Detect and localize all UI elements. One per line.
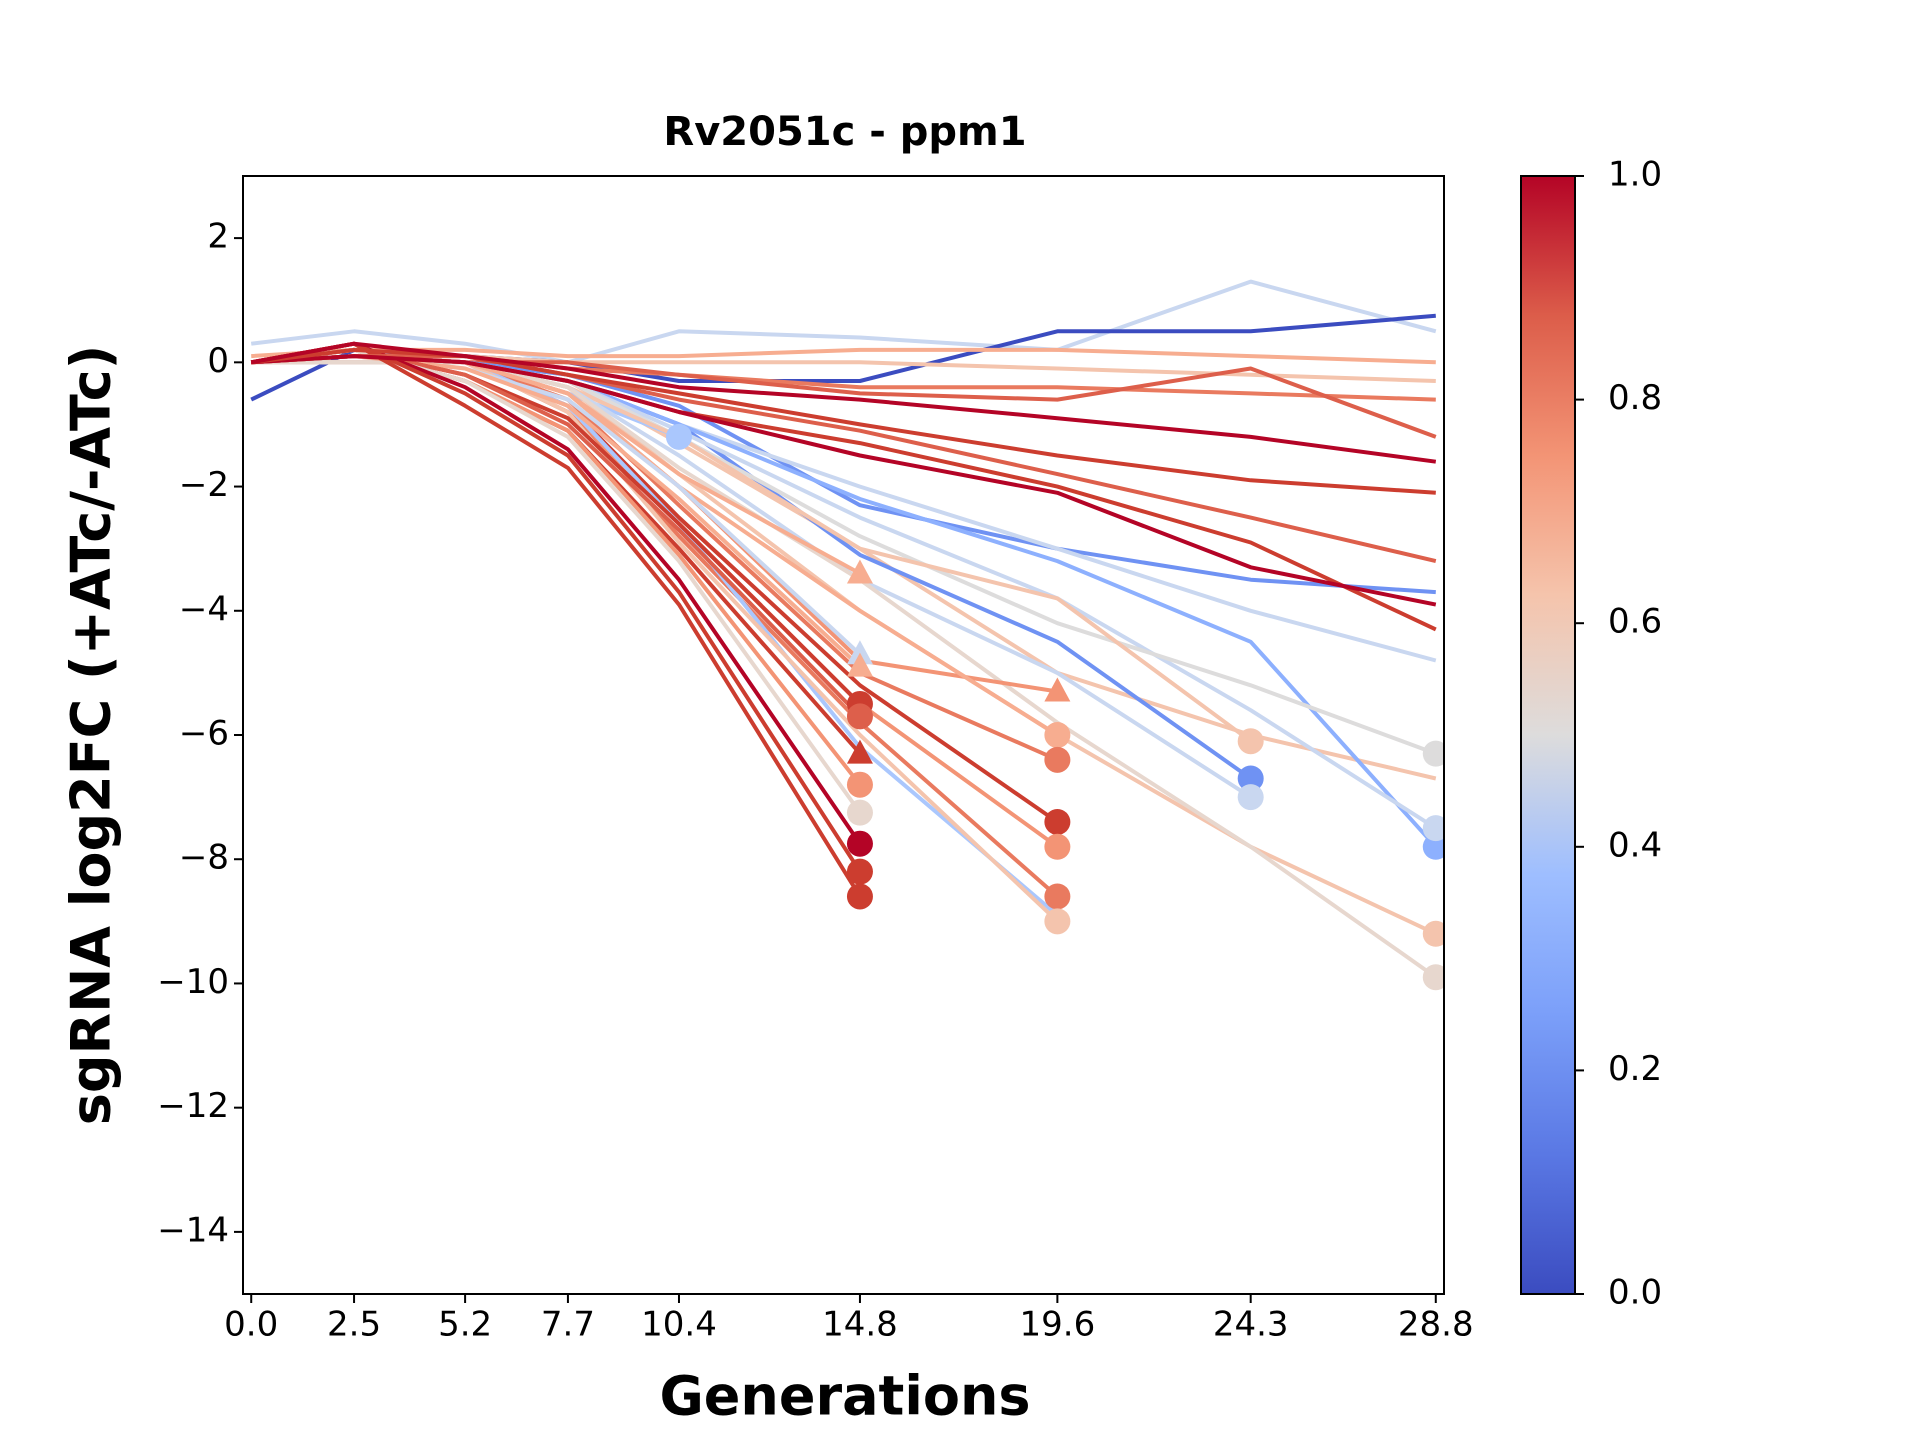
x-tick-label: 14.8	[822, 1305, 898, 1345]
series-line	[250, 347, 1436, 495]
y-tick-label: −8	[179, 838, 229, 878]
x-tick-label: 5.2	[438, 1305, 492, 1345]
end-marker	[1044, 808, 1071, 835]
end-marker	[846, 799, 873, 826]
end-marker	[1044, 722, 1071, 748]
end-marker	[846, 652, 873, 677]
y-tick-label: −2	[179, 465, 229, 505]
end-marker	[846, 739, 873, 764]
end-marker	[846, 883, 873, 910]
end-marker	[1422, 815, 1444, 842]
end-marker	[1422, 964, 1444, 991]
end-marker	[1422, 920, 1444, 947]
colorbar	[1520, 175, 1576, 1295]
series-line	[250, 341, 1437, 464]
colorbar-tick-label: 0.6	[1608, 602, 1662, 642]
y-tick-label: −4	[179, 589, 229, 629]
y-axis-label: sgRNA log2FC (+ATc/-ATc)	[60, 345, 123, 1126]
end-marker	[846, 703, 873, 730]
x-tick-label: 7.7	[541, 1305, 595, 1345]
plot-area	[250, 279, 1444, 991]
x-tick-label: 28.8	[1398, 1305, 1474, 1345]
x-tick-label: 24.3	[1213, 1305, 1289, 1345]
end-marker	[846, 858, 873, 885]
x-axis-label: Generations	[659, 1365, 1030, 1428]
colorbar-tick-label: 0.2	[1608, 1049, 1662, 1089]
y-tick-label: −14	[157, 1210, 229, 1250]
x-tick-label: 10.4	[641, 1305, 717, 1345]
end-marker	[665, 423, 692, 450]
series-line	[251, 354, 1437, 607]
colorbar-tick-label: 0.8	[1608, 378, 1662, 418]
x-tick-label: 0.0	[224, 1305, 278, 1345]
end-marker	[1237, 784, 1264, 811]
end-marker	[1422, 740, 1444, 767]
colorbar-tick-label: 0.4	[1608, 825, 1662, 865]
end-marker	[1237, 765, 1264, 792]
end-marker	[1044, 746, 1071, 773]
end-marker	[846, 771, 873, 798]
colorbar-tick-label: 0.0	[1608, 1273, 1662, 1313]
end-marker	[1044, 677, 1071, 702]
y-tick-label: −6	[179, 714, 229, 754]
y-tick-label: 2	[207, 217, 229, 257]
end-marker	[1044, 908, 1071, 935]
y-tick-label: −12	[157, 1086, 229, 1126]
series-line	[251, 347, 1436, 365]
end-marker	[846, 640, 873, 665]
x-tick-label: 19.6	[1020, 1305, 1096, 1345]
series-line	[250, 279, 1437, 365]
chart-title: Rv2051c - ppm1	[663, 109, 1026, 155]
colorbar-tick-label: 1.0	[1608, 155, 1662, 195]
end-marker	[846, 559, 873, 584]
end-marker	[1044, 833, 1071, 860]
x-tick-label: 2.5	[327, 1305, 381, 1345]
y-tick-label: 0	[207, 341, 229, 381]
end-marker	[1044, 883, 1071, 910]
series-line	[251, 354, 1437, 564]
end-marker	[846, 830, 873, 857]
end-marker	[1237, 728, 1264, 755]
y-tick-label: −10	[157, 962, 229, 1002]
